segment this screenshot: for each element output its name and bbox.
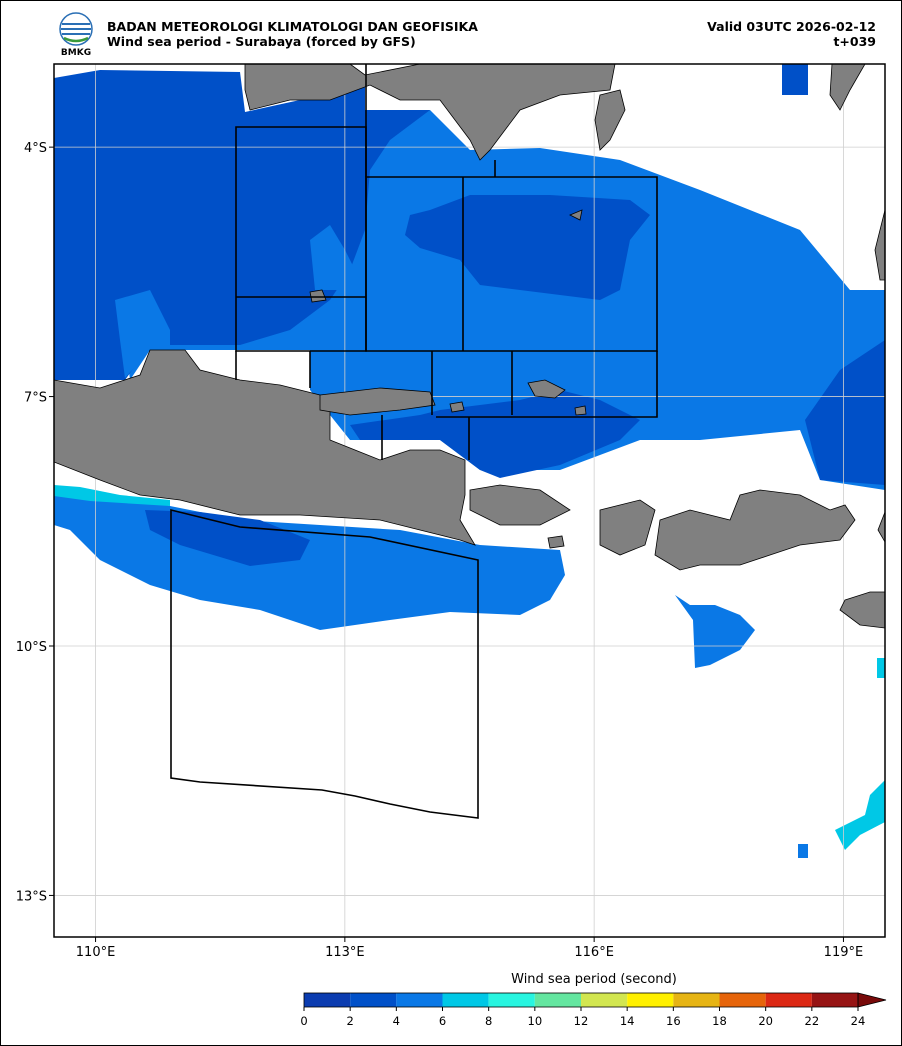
colorbar-tick-label: 22 [805, 1014, 820, 1028]
colorbar-tick-label: 8 [485, 1014, 492, 1028]
area-boundaries [170, 64, 658, 819]
colorbar-segment [350, 993, 397, 1007]
colorbar-tick-label: 6 [439, 1014, 446, 1028]
y-tick-label: 10°S [16, 640, 47, 655]
y-tick-label: 7°S [24, 391, 47, 406]
colorbar-segment [719, 993, 766, 1007]
colorbar-label: Wind sea period (second) [511, 972, 677, 987]
wave-field [54, 64, 885, 858]
colorbar-segment [534, 993, 581, 1007]
colorbar-tick-label: 0 [300, 1014, 307, 1028]
x-tick-label: 119°E [824, 945, 864, 960]
logo-text: BMKG [61, 48, 91, 58]
y-tick-label: 4°S [24, 141, 47, 156]
map-area [54, 64, 885, 937]
colorbar-segment [581, 993, 628, 1007]
grid [54, 64, 885, 937]
x-tick-label: 116°E [574, 945, 614, 960]
colorbar-segment [396, 993, 443, 1007]
map-border [53, 63, 886, 938]
colorbar-tick-label: 10 [528, 1014, 543, 1028]
colorbar: 0 2 4 6 8 10 12 14 16 18 20 22 24 [300, 992, 887, 1028]
colorbar-segment [627, 993, 674, 1007]
colorbar-segment [765, 993, 812, 1007]
colorbar-tick-label: 24 [851, 1014, 866, 1028]
colorbar-segment [488, 993, 535, 1007]
x-tick-label: 110°E [76, 945, 116, 960]
valid-time: Valid 03UTC 2026-02-12 [707, 19, 876, 34]
colorbar-tick-label: 18 [712, 1014, 727, 1028]
x-tick-label: 113°E [325, 945, 365, 960]
org-title: BADAN METEOROLOGI KLIMATOLOGI DAN GEOFIS… [107, 19, 478, 34]
colorbar-segment [673, 993, 720, 1007]
y-tick-label: 13°S [16, 889, 47, 904]
colorbar-tick-label: 4 [393, 1014, 400, 1028]
lead-time: t+039 [833, 34, 876, 49]
colorbar-tick-label: 16 [666, 1014, 681, 1028]
land [54, 64, 885, 629]
subtitle: Wind sea period - Surabaya (forced by GF… [107, 34, 416, 49]
colorbar-segment [811, 993, 858, 1007]
axes: 110°E 113°E 116°E 119°E 4°S 7°S 10°S 13°S [16, 141, 864, 960]
colorbar-segment [442, 993, 489, 1007]
colorbar-tick-label: 20 [758, 1014, 773, 1028]
logo: BMKG [59, 12, 93, 58]
colorbar-tick-label: 2 [347, 1014, 354, 1028]
colorbar-tick-label: 12 [574, 1014, 589, 1028]
colorbar-segment [304, 993, 351, 1007]
colorbar-tick-label: 14 [620, 1014, 635, 1028]
